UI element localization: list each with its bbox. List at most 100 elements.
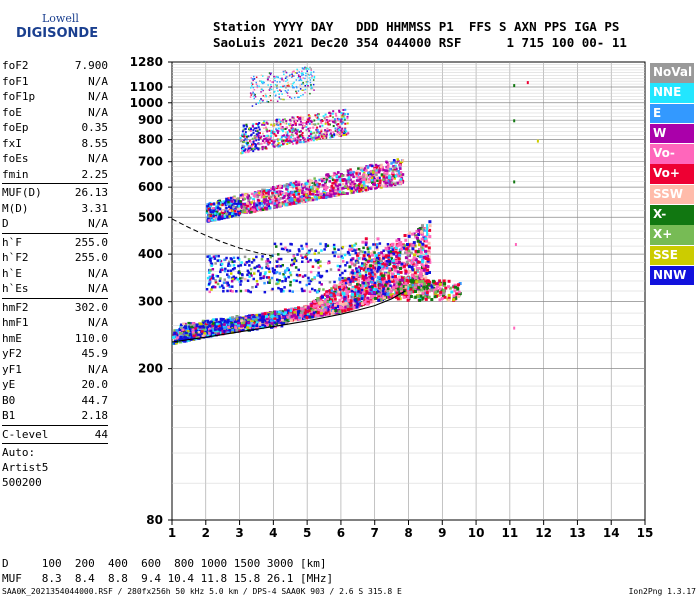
echo-point [434,290,438,294]
echo-point [308,290,312,293]
echo-point [350,279,354,282]
echo-point [387,282,391,286]
echo-point [402,264,406,268]
echo-point [284,246,287,250]
echo-point [270,315,274,319]
echo-point [353,175,357,178]
echo-point [257,269,260,273]
param-value: N/A [88,266,108,280]
echo-point [350,258,353,262]
echo-point [399,289,403,292]
echo-point [203,332,207,335]
echo-point [268,196,271,200]
echo-point [221,329,225,333]
echo-point [283,200,287,203]
echo-point [458,282,462,285]
echo-point [420,281,424,285]
echo-point [406,296,410,299]
echo-point [263,312,267,316]
echo-point [201,321,205,325]
echo-point [366,166,370,169]
echo-point [320,184,323,187]
echo-point [432,289,436,293]
echo-point [395,295,398,299]
echo-point [365,283,369,287]
echo-point [355,305,359,309]
echo-point [252,277,255,281]
echo-point [338,282,342,286]
echo-point [343,269,347,273]
echo-point [427,251,431,255]
echo-point [255,313,259,317]
echo-point [422,264,426,268]
echo-point [218,259,221,262]
echo-point [420,288,424,292]
echo-point [291,186,295,190]
echo-point [382,289,385,293]
echo-point [350,262,354,266]
echo-point [273,317,277,320]
echo-point [385,179,388,182]
echo-point [400,247,404,251]
echo-point [355,170,359,174]
echo-point [307,251,311,254]
echo-point [365,291,369,295]
echo-point [260,316,264,320]
y-tick-label: 300 [138,295,163,309]
echo-point [363,281,367,285]
echo-point [255,265,259,268]
echo-point [268,270,271,273]
echo-point [368,292,372,295]
echo-point [367,172,370,176]
echo-point [232,264,236,267]
echo-point [366,253,370,257]
echo-point [452,285,456,289]
echo-point [406,243,409,246]
echo-point [290,183,294,186]
echo-point [245,206,248,210]
echo-point [332,184,335,188]
echo-point [393,246,396,250]
echo-point [367,171,370,174]
echo-point [345,296,349,300]
echo-point [282,247,285,251]
echo-point [409,295,413,298]
param-row-hf: h`F 255.0 [2,235,108,251]
param-row-mufd: MUF(D) 26.13 [2,185,108,201]
echo-point [303,289,306,293]
echo-point [239,277,242,280]
echo-point [189,333,193,336]
echo-point [295,273,299,277]
echo-point [352,275,356,279]
echo-point [362,278,366,282]
param-value: 20.0 [81,378,109,391]
echo-point [263,188,266,192]
param-name: h`E [2,266,22,280]
echo-point [348,253,352,256]
echo-point [353,182,357,186]
echo-point [232,277,236,281]
echo-point [373,296,377,300]
echo-point [368,255,371,258]
x-tick-label: 1 [168,526,176,540]
echo-point [310,302,314,306]
echo-point [227,329,231,333]
echo-point [310,315,314,319]
echo-point [454,296,458,300]
echo-point [380,251,384,255]
echo-point [366,186,369,190]
echo-point [415,267,419,270]
echo-point [311,198,315,202]
echo-point [236,209,240,212]
echo-point [277,310,281,314]
echo-point [428,224,432,228]
echo-point [321,309,325,313]
echo-point [183,322,187,326]
echo-point [341,291,345,295]
echo-point [381,285,385,289]
echo-point [369,252,373,256]
echo-point [247,203,250,206]
echo-point [345,277,349,281]
echo-point [351,257,355,261]
echo-point [276,260,279,263]
